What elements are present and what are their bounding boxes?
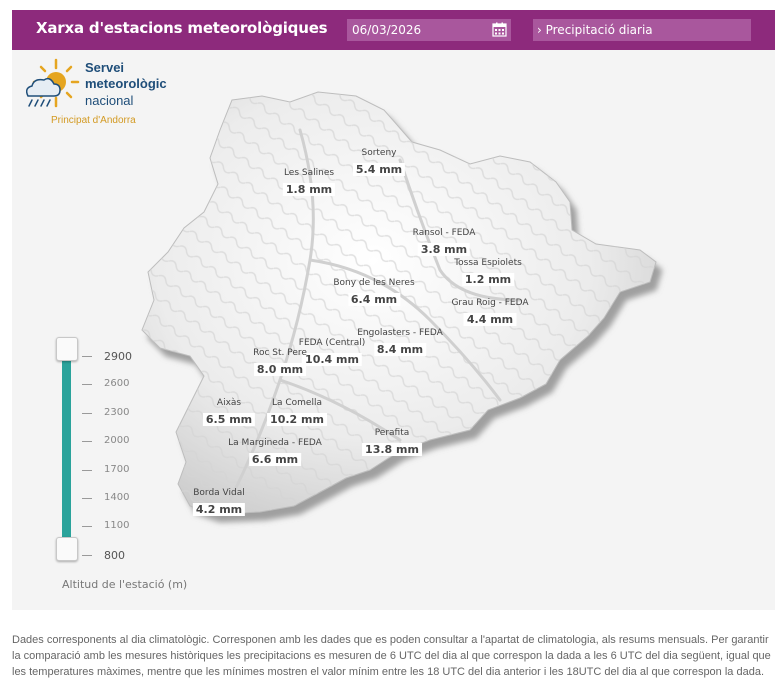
station-name: Roc St. Pere bbox=[253, 348, 307, 358]
smn-logo: Servei meteorològic nacional Principat d… bbox=[20, 58, 180, 128]
dataset-select[interactable]: › Precipitació diaria bbox=[533, 19, 751, 41]
altitude-tick bbox=[82, 498, 92, 499]
altitude-min-handle[interactable] bbox=[56, 537, 78, 561]
altitude-tick-label: 1400 bbox=[104, 492, 130, 503]
station-marker[interactable]: La Margineda - FEDA 6.6 mm bbox=[228, 438, 322, 467]
date-input[interactable]: 06/03/2026 bbox=[347, 19, 511, 41]
station-marker[interactable]: Aixàs 6.5 mm bbox=[202, 398, 256, 427]
altitude-axis-title: Altitud de l'estació (m) bbox=[62, 578, 188, 591]
altitude-tick-label: 1100 bbox=[104, 520, 130, 532]
app-header: Xarxa d'estacions meteorològiques 06/03/… bbox=[12, 10, 775, 50]
calendar-icon[interactable] bbox=[492, 22, 507, 37]
altitude-max-handle[interactable] bbox=[56, 337, 78, 361]
altitude-tick bbox=[82, 469, 92, 471]
logo-line-2: meteorològic bbox=[85, 76, 167, 91]
station-value: 3.8 mm bbox=[417, 243, 471, 256]
station-name: La Margineda - FEDA bbox=[228, 438, 322, 448]
station-marker[interactable]: Perafita 13.8 mm bbox=[362, 428, 422, 457]
station-marker[interactable]: Sorteny 5.4 mm bbox=[352, 148, 406, 177]
page-title: Xarxa d'estacions meteorològiques bbox=[36, 19, 328, 37]
station-name: Grau Roig - FEDA bbox=[451, 298, 529, 308]
station-marker[interactable]: Tossa Espiolets 1.2 mm bbox=[454, 258, 522, 287]
altitude-tick-label: 2300 bbox=[104, 406, 130, 418]
station-name: FEDA (Central) bbox=[298, 338, 366, 348]
station-marker[interactable]: Ransol - FEDA 3.8 mm bbox=[412, 228, 476, 257]
station-name: Bony de les Neres bbox=[333, 278, 415, 288]
altitude-tick-label: 2000 bbox=[104, 435, 130, 447]
station-value: 4.4 mm bbox=[463, 313, 517, 326]
station-value: 5.4 mm bbox=[352, 163, 406, 176]
altitude-tick-label: 2900 bbox=[104, 350, 132, 363]
station-marker[interactable]: Engolasters - FEDA 8.4 mm bbox=[357, 328, 443, 357]
station-value: 6.5 mm bbox=[202, 413, 256, 426]
footer-note: Dades corresponents al dia climatològic.… bbox=[12, 634, 771, 678]
station-value: 10.2 mm bbox=[267, 413, 327, 426]
altitude-tick bbox=[82, 526, 92, 528]
altitude-range-fill bbox=[62, 345, 71, 545]
station-marker[interactable]: La Comella 10.2 mm bbox=[267, 398, 327, 427]
logo-line-1: Servei bbox=[85, 60, 125, 75]
altitude-tick bbox=[82, 412, 92, 414]
station-value: 4.2 mm bbox=[192, 503, 246, 516]
station-name: Tossa Espiolets bbox=[454, 258, 522, 268]
station-name: Aixàs bbox=[216, 398, 242, 408]
altitude-tick bbox=[82, 554, 92, 556]
station-name: Borda Vidal bbox=[193, 488, 245, 498]
station-name: Les Salines bbox=[283, 168, 335, 178]
station-marker[interactable]: FEDA (Central) 10.4 mm bbox=[299, 338, 365, 367]
station-value: 8.4 mm bbox=[373, 343, 427, 356]
station-name: Sorteny bbox=[361, 148, 397, 158]
station-value: 6.6 mm bbox=[248, 453, 302, 466]
altitude-tick-label: 2600 bbox=[104, 378, 130, 390]
altitude-tick bbox=[82, 356, 92, 357]
station-value: 13.8 mm bbox=[362, 443, 422, 456]
station-name: Ransol - FEDA bbox=[412, 228, 476, 238]
altitude-tick bbox=[82, 441, 92, 443]
sun-cloud-icon bbox=[25, 58, 80, 108]
station-value: 1.2 mm bbox=[461, 273, 515, 286]
date-value: 06/03/2026 bbox=[352, 23, 422, 37]
station-value: 10.4 mm bbox=[302, 353, 362, 366]
altitude-tick bbox=[82, 384, 92, 386]
station-marker[interactable]: Grau Roig - FEDA 4.4 mm bbox=[451, 298, 529, 327]
altitude-tick-label: 1700 bbox=[104, 463, 130, 475]
station-value: 6.4 mm bbox=[347, 293, 401, 306]
station-marker[interactable]: Roc St. Pere 8.0 mm bbox=[253, 348, 307, 377]
station-value: 8.0 mm bbox=[253, 363, 307, 376]
station-marker[interactable]: Borda Vidal 4.2 mm bbox=[192, 488, 246, 517]
station-marker[interactable]: Les Salines 1.8 mm bbox=[282, 168, 336, 197]
station-marker[interactable]: Bony de les Neres 6.4 mm bbox=[333, 278, 415, 307]
station-value: 1.8 mm bbox=[282, 183, 336, 196]
station-name: Engolasters - FEDA bbox=[357, 328, 443, 338]
logo-line-4: Principat d'Andorra bbox=[51, 115, 136, 126]
station-name: La Comella bbox=[271, 398, 322, 408]
station-name: Perafita bbox=[374, 428, 410, 438]
altitude-slider[interactable] bbox=[56, 337, 78, 561]
altitude-tick-label: 800 bbox=[104, 548, 125, 562]
logo-line-3: nacional bbox=[85, 93, 134, 108]
